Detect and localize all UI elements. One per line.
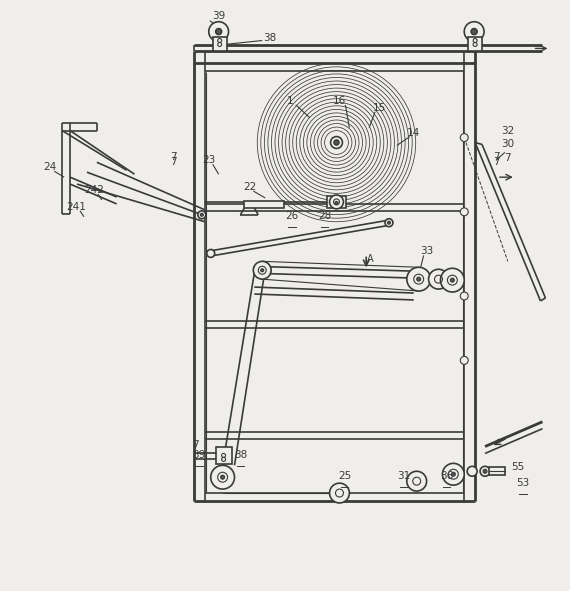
Circle shape xyxy=(417,277,421,281)
Text: 7: 7 xyxy=(193,440,199,450)
Bar xyxy=(327,196,347,208)
Text: 39: 39 xyxy=(212,11,225,21)
Circle shape xyxy=(467,466,477,476)
Circle shape xyxy=(200,213,203,216)
Circle shape xyxy=(260,269,264,272)
Text: 36: 36 xyxy=(440,471,453,481)
Text: 26: 26 xyxy=(286,211,299,220)
Circle shape xyxy=(460,208,468,216)
Text: 55: 55 xyxy=(511,462,524,472)
Circle shape xyxy=(211,465,234,489)
Circle shape xyxy=(221,475,225,479)
Text: 28: 28 xyxy=(318,211,331,220)
Circle shape xyxy=(483,469,487,473)
Circle shape xyxy=(335,202,338,204)
Bar xyxy=(489,467,505,475)
Circle shape xyxy=(385,219,393,227)
Bar xyxy=(213,37,227,51)
Text: 16: 16 xyxy=(333,96,346,106)
Circle shape xyxy=(480,466,490,476)
Circle shape xyxy=(198,211,206,219)
Circle shape xyxy=(471,28,477,34)
Text: 25: 25 xyxy=(338,471,351,481)
Circle shape xyxy=(407,471,426,491)
Text: 7: 7 xyxy=(170,157,176,167)
Text: 23: 23 xyxy=(202,155,215,165)
Circle shape xyxy=(334,140,339,145)
Text: 15: 15 xyxy=(372,103,386,113)
Circle shape xyxy=(460,292,468,300)
Circle shape xyxy=(464,22,484,41)
Text: 242: 242 xyxy=(84,185,104,195)
Text: 7: 7 xyxy=(494,157,500,167)
Circle shape xyxy=(451,472,455,476)
Text: 53: 53 xyxy=(516,478,530,488)
Circle shape xyxy=(207,249,215,257)
Text: 24: 24 xyxy=(44,163,57,172)
Circle shape xyxy=(450,278,454,282)
Text: 241: 241 xyxy=(66,202,86,212)
Circle shape xyxy=(441,268,464,292)
Text: 32: 32 xyxy=(501,126,515,135)
Circle shape xyxy=(388,221,390,224)
Circle shape xyxy=(215,28,222,34)
Text: 14: 14 xyxy=(407,128,420,138)
Text: 38: 38 xyxy=(263,33,277,43)
Text: 30: 30 xyxy=(501,139,514,150)
Text: 7: 7 xyxy=(170,152,176,163)
Text: 33: 33 xyxy=(420,246,433,256)
Circle shape xyxy=(209,22,229,41)
Text: 7: 7 xyxy=(504,153,511,163)
Bar xyxy=(245,201,284,208)
Circle shape xyxy=(407,267,430,291)
Circle shape xyxy=(460,356,468,364)
Circle shape xyxy=(331,137,343,148)
Text: A: A xyxy=(367,254,373,264)
Bar xyxy=(215,447,231,465)
Text: 38: 38 xyxy=(234,450,247,460)
Circle shape xyxy=(329,195,343,209)
Circle shape xyxy=(460,134,468,141)
Text: 7: 7 xyxy=(494,152,500,163)
Circle shape xyxy=(253,261,271,279)
Bar xyxy=(468,37,482,51)
Text: 31: 31 xyxy=(397,471,410,481)
Circle shape xyxy=(429,269,449,289)
Circle shape xyxy=(442,463,464,485)
Text: 1: 1 xyxy=(287,96,293,106)
Circle shape xyxy=(329,483,349,503)
Text: 22: 22 xyxy=(244,182,257,192)
Text: 39: 39 xyxy=(192,450,205,460)
